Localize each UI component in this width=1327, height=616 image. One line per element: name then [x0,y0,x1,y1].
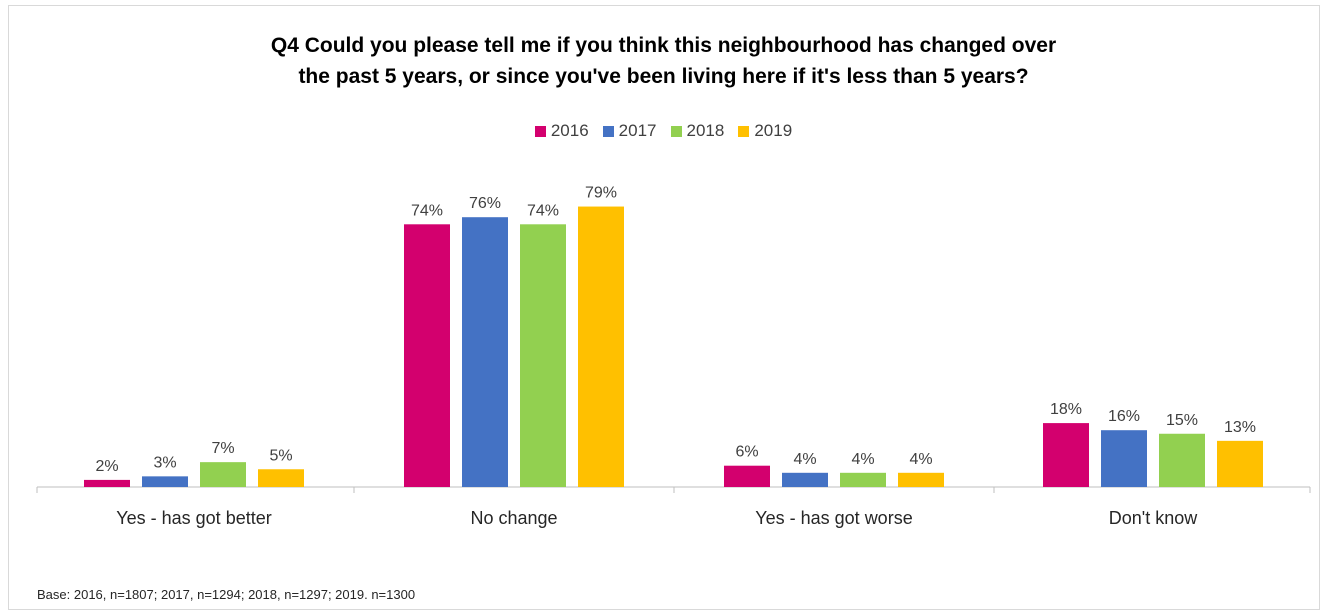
data-label-2016-3: 18% [1050,401,1082,418]
bar-2018-3 [1159,433,1205,487]
bar-2017-0 [142,476,188,487]
legend-item-2019: 2019 [738,121,792,141]
legend-swatch-2019 [738,125,750,137]
category-label-1: No change [470,508,557,528]
bar-2016-0 [84,479,130,487]
bar-2017-3 [1101,430,1147,487]
legend-label-2017: 2017 [618,121,657,140]
legend-item-2016: 2016 [534,121,589,141]
data-label-2019-1: 79% [585,185,617,202]
bar-2016-2 [724,465,770,487]
data-label-2017-2: 4% [793,451,816,468]
data-label-2018-0: 7% [211,440,234,457]
legend-swatch-2017 [602,125,614,137]
bar-2018-0 [200,462,246,487]
bar-2017-2 [782,472,828,487]
data-label-2017-0: 3% [153,454,176,471]
legend-item-2018: 2018 [670,121,725,141]
bar-2016-3 [1043,423,1089,487]
data-label-2019-2: 4% [909,451,932,468]
chart-title: Q4 Could you please tell me if you think… [0,30,1327,92]
data-label-2016-1: 74% [411,202,443,219]
legend-item-2017: 2017 [602,121,657,141]
chart-title-line-1: Q4 Could you please tell me if you think… [270,34,1057,57]
legend-swatch-2016 [534,125,546,137]
chart-title-line-2: the past 5 years, or since you've been l… [298,65,1029,88]
data-label-2017-3: 16% [1108,408,1140,425]
legend-swatch-2018 [670,125,682,137]
bar-2018-2 [840,472,886,487]
data-label-2016-0: 2% [95,458,118,475]
bar-2019-2 [898,472,944,487]
data-label-2019-0: 5% [269,447,292,464]
bar-2016-1 [404,224,450,488]
data-label-2018-3: 15% [1166,412,1198,429]
bar-2019-0 [258,469,304,487]
legend-label-2016: 2016 [550,121,589,140]
category-label-2: Yes - has got worse [755,508,912,528]
chart-frame [8,5,1320,610]
data-label-2018-1: 74% [527,202,559,219]
base-footnote: Base: 2016, n=1807; 2017, n=1294; 2018, … [37,587,416,602]
legend-label-2018: 2018 [686,121,725,140]
chart-legend: 2016 2017 2018 2019 [0,121,1327,141]
data-label-2017-1: 76% [469,195,501,212]
bar-2017-1 [462,217,508,487]
category-label-0: Yes - has got better [116,508,271,528]
data-label-2019-3: 13% [1224,419,1256,436]
legend-label-2019: 2019 [754,121,793,140]
data-label-2016-2: 6% [735,444,758,461]
bar-2019-3 [1217,440,1263,487]
category-label-3: Don't know [1109,508,1198,528]
bar-2019-1 [578,206,624,488]
data-label-2018-2: 4% [851,451,874,468]
bar-2018-1 [520,224,566,488]
